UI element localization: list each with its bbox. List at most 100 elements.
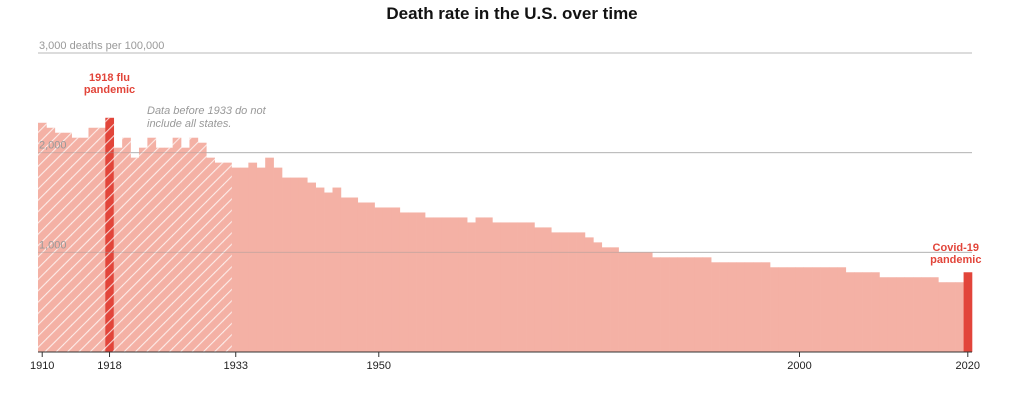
hatch-1912 xyxy=(54,132,64,352)
bar-2015 xyxy=(921,277,931,352)
bar-1934 xyxy=(239,167,249,352)
bar-2006 xyxy=(845,272,855,352)
bar-2005 xyxy=(837,267,847,352)
bar-1966 xyxy=(509,222,518,352)
bar-1999 xyxy=(786,267,796,352)
bar-1963 xyxy=(483,217,493,352)
annotation-flu: 1918 flu pandemic xyxy=(84,72,135,96)
bar-1970 xyxy=(542,227,552,352)
bar-1936 xyxy=(256,167,266,352)
bar-1961 xyxy=(467,222,476,352)
bar-1974 xyxy=(576,232,586,352)
bar-2001 xyxy=(803,267,813,352)
bar-1976 xyxy=(593,242,603,352)
x-tick-label: 1910 xyxy=(30,360,54,372)
bar-1994 xyxy=(744,262,754,352)
bar-1953 xyxy=(399,212,409,352)
bar-1948 xyxy=(357,202,367,352)
bar-1983 xyxy=(652,257,661,352)
bar-1995 xyxy=(753,262,762,352)
bar-1982 xyxy=(643,252,653,352)
hatch-1924 xyxy=(155,147,165,352)
bar-2009 xyxy=(871,272,880,352)
x-tick-label: 1950 xyxy=(367,360,391,372)
bar-2008 xyxy=(862,272,872,352)
bar-2013 xyxy=(904,277,914,352)
bar-1996 xyxy=(761,262,771,352)
hatch-1931 xyxy=(214,162,224,352)
hatch-1930 xyxy=(206,157,216,352)
hatch-1919 xyxy=(113,147,123,352)
hatch-1925 xyxy=(164,147,173,352)
hatch-1914 xyxy=(71,137,81,352)
hatch-1921 xyxy=(130,157,140,352)
bar-1933 xyxy=(231,167,241,352)
annotation-covid: Covid-19 pandemic xyxy=(930,242,981,266)
bar-1988 xyxy=(694,257,704,352)
bar-1997 xyxy=(770,267,779,352)
bar-1977 xyxy=(601,247,611,352)
bar-1987 xyxy=(685,257,695,352)
hatch-1915 xyxy=(80,137,89,352)
bar-2010 xyxy=(879,277,889,352)
hatch-1910 xyxy=(38,122,47,353)
bar-1938 xyxy=(273,167,283,352)
bar-1989 xyxy=(702,257,712,352)
bar-1998 xyxy=(778,267,788,352)
bar-1979 xyxy=(618,252,628,352)
bar-1941 xyxy=(298,177,308,352)
bar-1950 xyxy=(374,207,384,352)
bar-2014 xyxy=(913,277,922,352)
bar-2011 xyxy=(887,277,897,352)
bar-1949 xyxy=(366,202,375,352)
x-tick-label: 1933 xyxy=(223,360,247,372)
hatch-1920 xyxy=(122,137,131,352)
bar-1985 xyxy=(669,257,678,352)
x-tick-label: 2000 xyxy=(787,360,811,372)
bar-1939 xyxy=(282,177,291,352)
bar-1969 xyxy=(534,227,544,352)
bar-1940 xyxy=(290,177,300,352)
bar-1993 xyxy=(736,262,746,352)
annotation-note: Data before 1933 do not include all state… xyxy=(147,105,267,130)
hatch-1932 xyxy=(223,162,232,352)
bar-1978 xyxy=(610,247,619,352)
bar-2003 xyxy=(820,267,830,352)
bar-1990 xyxy=(711,262,720,352)
bar-2000 xyxy=(795,267,805,352)
bar-1947 xyxy=(349,197,359,352)
hatch-1917 xyxy=(96,127,106,352)
chart-title: Death rate in the U.S. over time xyxy=(386,4,638,23)
bar-1962 xyxy=(475,217,485,352)
bar-1992 xyxy=(727,262,737,352)
bar-1986 xyxy=(677,257,687,352)
x-tick-label: 1918 xyxy=(97,360,121,372)
bar-2012 xyxy=(896,277,905,352)
bar-2017 xyxy=(938,282,948,352)
bar-1951 xyxy=(382,207,392,352)
bar-1944 xyxy=(324,192,333,352)
bar-1967 xyxy=(517,222,527,352)
bar-1935 xyxy=(248,162,258,352)
bar-1971 xyxy=(551,232,560,352)
hatch-1916 xyxy=(88,127,98,352)
bar-1991 xyxy=(719,262,729,352)
hatch-1929 xyxy=(197,142,207,352)
bar-1973 xyxy=(568,232,577,352)
y-tick-label: 2,000 xyxy=(39,140,67,152)
bar-2002 xyxy=(812,267,821,352)
bar-2016 xyxy=(929,277,939,352)
hatch-1927 xyxy=(181,147,190,352)
bar-1954 xyxy=(408,212,417,352)
bar-1937 xyxy=(265,157,274,352)
hatch-1923 xyxy=(147,137,157,352)
y-tick-label: 1,000 xyxy=(39,239,67,251)
bar-1942 xyxy=(307,182,316,352)
bar-2018 xyxy=(946,282,956,352)
bar-2020 xyxy=(963,272,973,352)
bar-1975 xyxy=(584,237,594,352)
bar-1981 xyxy=(635,252,645,352)
bar-2007 xyxy=(854,272,863,352)
